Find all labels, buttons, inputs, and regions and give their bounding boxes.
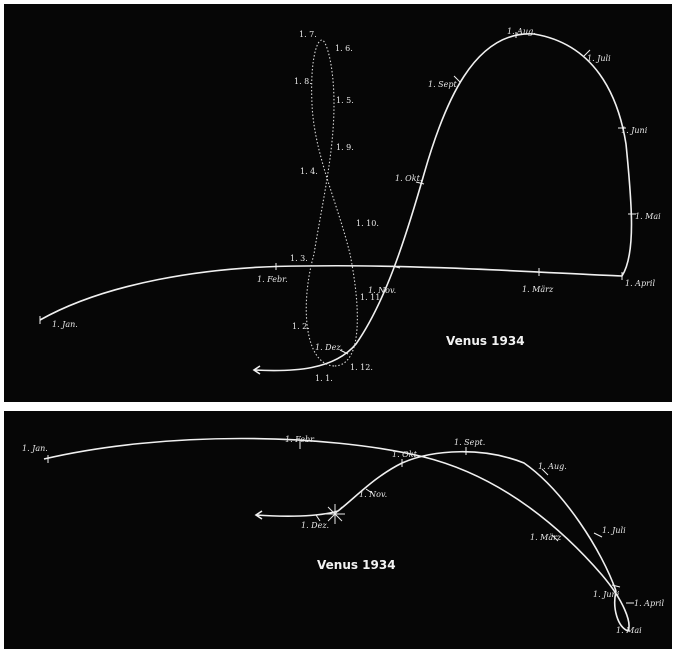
label-aug: 1. Aug.	[538, 462, 567, 471]
venus-path-return	[255, 450, 617, 592]
label-feb: 1. Febr.	[257, 275, 288, 284]
venus-path-arrow	[252, 365, 261, 375]
label-mar: 1. März	[522, 285, 554, 294]
label-sun-1-11: 1. 11	[360, 293, 380, 302]
label-sun-1-10: 1. 10.	[356, 219, 379, 228]
label-sun-1-6: 1. 6.	[335, 44, 353, 53]
label-jun: 1. Juni	[593, 590, 620, 599]
bottom-title: Venus 1934	[317, 558, 396, 572]
venus-path-arrow	[254, 510, 263, 520]
venus-path	[39, 33, 633, 372]
month-ticks	[39, 32, 636, 355]
top-panel: 1. Jan. 1. Febr. 1. März 1. April 1. Mai…	[4, 4, 672, 402]
label-okt: 1. Okt.	[395, 174, 422, 183]
label-jul: 1. Juli	[587, 54, 611, 63]
label-dez: 1. Dez.	[301, 521, 329, 530]
label-jul: 1. Juli	[602, 526, 626, 535]
label-apr: 1. April	[625, 279, 655, 288]
label-mar: 1. März	[530, 533, 562, 542]
label-sun-1-8: 1. 8.	[294, 77, 312, 86]
sun-star-icon	[325, 504, 345, 524]
bottom-panel: 1. Jan. 1. Febr. 1. Okt. 1. Sept. 1. Aug…	[4, 411, 672, 649]
label-apr: 1. April	[634, 599, 664, 608]
top-title: Venus 1934	[446, 334, 525, 348]
sun-figure-eight	[305, 39, 358, 367]
label-jan: 1. Jan.	[52, 320, 78, 329]
label-okt: 1. Okt.	[392, 450, 419, 459]
label-mai: 1. Mai	[616, 626, 642, 635]
label-aug: 1. Aug.	[507, 27, 536, 36]
label-feb: 1. Febr.	[285, 435, 316, 444]
label-sep: 1. Sept.	[454, 438, 485, 447]
top-diagram: 1. Jan. 1. Febr. 1. März 1. April 1. Mai…	[39, 27, 661, 383]
label-sun-1-5: 1. 5.	[336, 96, 354, 105]
month-ticks	[47, 441, 634, 604]
label-sun-1-7: 1. 7.	[299, 30, 317, 39]
bottom-diagram: 1. Jan. 1. Febr. 1. Okt. 1. Sept. 1. Aug…	[22, 435, 664, 635]
label-jun: 1. Juni	[621, 126, 648, 135]
label-sun-1-3: 1. 3.	[290, 254, 308, 263]
label-sun-1-1: 1. 1.	[315, 374, 333, 383]
label-nov: 1. Nov.	[359, 490, 387, 499]
label-jan: 1. Jan.	[22, 444, 48, 453]
label-sep: 1. Sept.	[428, 80, 459, 89]
venus-path-arc	[43, 437, 630, 633]
label-mai: 1. Mai	[635, 212, 661, 221]
label-sun-1-2: 1. 2.	[292, 322, 310, 331]
label-sun-1-12: 1. 12.	[350, 363, 373, 372]
label-sun-1-4: 1. 4.	[300, 167, 318, 176]
label-dez: 1. Dez.	[315, 343, 343, 352]
label-sun-1-9: 1. 9.	[336, 143, 354, 152]
label-nov: 1. Nov.	[368, 286, 396, 295]
